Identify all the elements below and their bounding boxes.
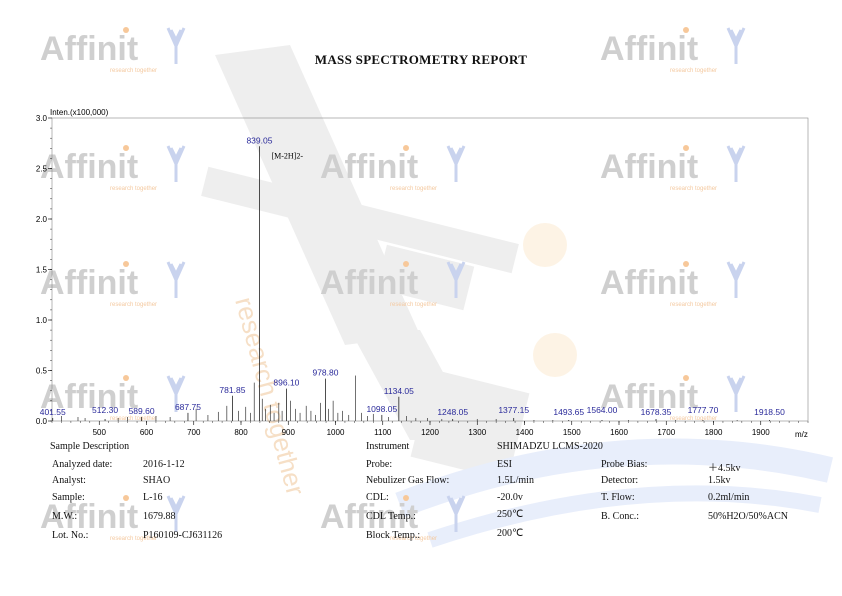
peak-label: 401.55: [40, 407, 66, 417]
x-tick-label: 1500: [563, 428, 581, 437]
instrument-name: SHIMADZU LCMS-2020: [497, 441, 603, 452]
peak-label: 1564.00: [587, 405, 618, 415]
instrument-right-value: 1.5kv: [708, 475, 731, 486]
instrument-row-value: 200℃: [497, 528, 524, 539]
peak-label: 896.10: [273, 378, 299, 388]
sample-row-label: Lot. No.:: [52, 530, 89, 541]
instrument-right-label: Detector:: [601, 475, 639, 486]
sample-row-value: SHAO: [143, 475, 171, 486]
instrument-row-label: CDL:: [366, 492, 389, 503]
peak-annotation: [M-2H]2-: [271, 151, 303, 160]
x-tick-label: 600: [140, 428, 154, 437]
instrument-right-label: Probe Bias:: [601, 459, 648, 470]
instrument-right-value: ＋4.5kv: [708, 463, 741, 474]
instrument-right-value: 50%H2O/50%ACN: [708, 511, 788, 522]
x-tick-label: 1900: [752, 428, 770, 437]
sample-row-label: Analyst:: [52, 475, 86, 486]
x-tick-label: 1000: [327, 428, 345, 437]
y-tick-label: 0.0: [36, 417, 48, 426]
peak-label: 1248.05: [437, 407, 468, 417]
x-tick-label: 1600: [610, 428, 628, 437]
peak-label: 781.85: [219, 385, 245, 395]
y-tick-label: 3.0: [36, 114, 48, 123]
y-tick-label: 2.5: [36, 165, 48, 174]
peak-label: 1134.05: [384, 386, 414, 396]
y-axis-title: Inten.(x100,000): [50, 108, 109, 117]
instrument-right-label: T. Flow:: [601, 492, 635, 503]
y-tick-label: 0.5: [36, 367, 48, 376]
x-tick-label: 1100: [374, 428, 392, 437]
sample-row-label: M.W.:: [52, 511, 78, 522]
x-tick-label: 1400: [516, 428, 534, 437]
y-tick-label: 1.0: [36, 316, 48, 325]
x-tick-label: 900: [282, 428, 296, 437]
peak-label: 1377.15: [498, 405, 529, 415]
minor-peaks: [61, 375, 738, 421]
y-tick-label: 2.0: [36, 215, 48, 224]
peak-label: 1918.50: [754, 407, 785, 417]
instrument-right-value: 0.2ml/min: [708, 492, 750, 503]
peak-label: 1493.65: [553, 407, 584, 417]
x-tick-label: 800: [234, 428, 248, 437]
instrument-heading: Instrument: [366, 441, 410, 452]
sample-row-label: Analyzed date:: [52, 459, 113, 470]
x-tick-label: 1800: [705, 428, 723, 437]
peak-label: 839.05: [246, 135, 272, 145]
axis-ticks: 500 600 700 800 900 1000 1100 1200 1300 1400 1500 1…: [36, 114, 809, 437]
instrument-row-label: Nebulizer Gas Flow:: [366, 475, 450, 486]
x-tick-label: 700: [187, 428, 201, 437]
peak-label: 978.80: [312, 368, 338, 378]
instrument-row-label: Block Temp.:: [366, 530, 421, 541]
instrument-right-label: B. Conc.:: [601, 511, 640, 522]
peak-label: 687.75: [175, 402, 201, 412]
instrument-row-value: ESI: [497, 459, 512, 470]
x-tick-label: 1700: [657, 428, 675, 437]
y-tick-label: 1.5: [36, 266, 48, 275]
instrument-row-label: CDL Temp.:: [366, 511, 416, 522]
x-axis-title: m/z: [795, 430, 808, 439]
x-tick-label: 1300: [468, 428, 486, 437]
peak-label: 512.30: [92, 405, 118, 415]
peak-label: 589.60: [129, 406, 155, 416]
x-tick-label: 500: [93, 428, 107, 437]
peak-label: 1777.70: [688, 405, 719, 415]
instrument-row-value: 250℃: [497, 509, 524, 520]
sample-row-value: 1679.88: [143, 511, 176, 522]
labeled-peaks: 401.55 512.30 589.60 687.75 781.85 839.05 896.…: [40, 135, 785, 421]
peak-label: 1098.05: [366, 404, 397, 414]
peak-label: 1678.35: [641, 407, 672, 417]
sample-row-label: Sample:: [52, 492, 85, 503]
instrument-row-value: -20.0v: [497, 492, 523, 503]
instrument-row-value: 1.5L/min: [497, 475, 534, 486]
instrument-row-label: Probe:: [366, 459, 393, 470]
sample-row-value: 2016-1-12: [143, 459, 185, 470]
sample-row-value: L-16: [143, 492, 163, 503]
x-tick-label: 1200: [421, 428, 439, 437]
report-title: MASS SPECTROMETRY REPORT: [314, 52, 528, 67]
sample-heading: Sample Description: [50, 441, 130, 452]
sample-row-value: P160109-CJ631126: [143, 530, 223, 541]
